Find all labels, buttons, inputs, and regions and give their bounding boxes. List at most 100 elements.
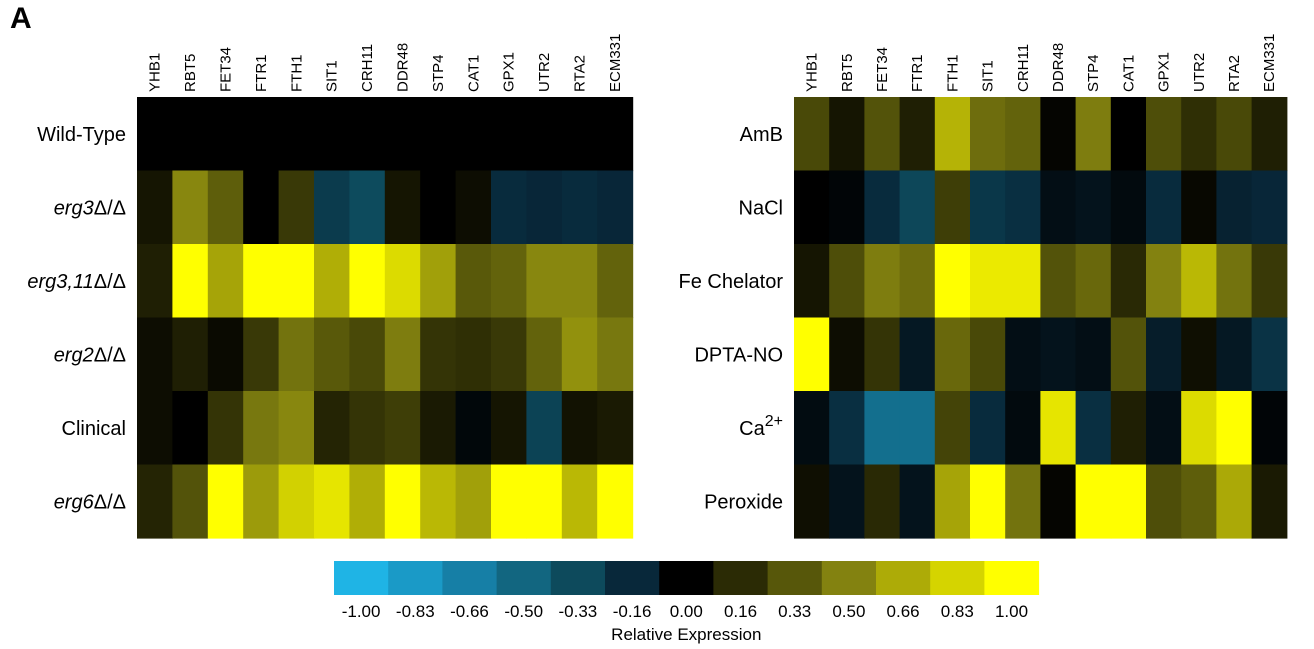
gene-label: DDR48 — [395, 43, 412, 92]
heatmap-cell — [526, 464, 563, 539]
gene-label: YHB1 — [804, 53, 821, 92]
colorbar-swatch — [605, 561, 660, 595]
row-label: DPTA-NO — [694, 344, 783, 366]
heatmap-cell — [455, 391, 492, 466]
heatmap-cell — [794, 317, 830, 392]
gene-label: GPX1 — [1156, 52, 1173, 92]
colorbar-swatch — [984, 561, 1040, 595]
heatmap-cell — [207, 317, 244, 392]
heatmap-cell — [899, 170, 936, 245]
heatmap-cell — [137, 317, 173, 392]
heatmap-cell — [172, 244, 209, 319]
heatmap-cell — [314, 170, 350, 245]
heatmap-cell — [1005, 244, 1041, 319]
heatmap-cell — [314, 244, 350, 319]
heatmap-cell — [243, 97, 280, 172]
colorbar-tick-label: 0.50 — [832, 602, 865, 621]
gene-label: FTH1 — [288, 55, 305, 93]
heatmap-cell — [1181, 464, 1217, 539]
gene-label: UTR2 — [536, 53, 553, 92]
heatmap-cell — [137, 464, 173, 539]
heatmap-cell — [172, 391, 209, 466]
heatmap-cell — [1146, 170, 1182, 245]
colorbar-swatch — [388, 561, 443, 595]
heatmap-cell — [349, 170, 386, 245]
heatmap-cell — [1005, 317, 1041, 392]
heatmap-cell — [899, 391, 936, 466]
heatmap-left: YHB1 RBT5 FET34 FTR1 FTH1 SIT1 CRH11 DDR48 STP4 C… — [27, 34, 634, 539]
heatmap-cell — [1110, 464, 1147, 539]
heatmap-cell — [829, 464, 865, 539]
heatmap-cell — [420, 170, 457, 245]
gene-label: SIT1 — [980, 60, 997, 92]
panel-label: A — [10, 2, 32, 35]
gene-label: STP4 — [430, 54, 447, 92]
heatmap-cell — [597, 97, 634, 172]
heatmap-cell — [1216, 244, 1253, 319]
heatmap-cell — [1216, 391, 1253, 466]
heatmap-cell — [934, 464, 971, 539]
row-label: erg6Δ/Δ — [54, 491, 126, 513]
gene-label: UTR2 — [1191, 53, 1208, 92]
heatmap-cell — [491, 244, 527, 319]
heatmap-cell — [172, 464, 209, 539]
heatmap-cell — [597, 244, 634, 319]
heatmap-cell — [1146, 97, 1182, 172]
row-label: erg2Δ/Δ — [54, 344, 126, 366]
heatmap-cell — [1251, 170, 1288, 245]
heatmap-cell — [207, 464, 244, 539]
heatmap-cell — [864, 170, 901, 245]
colorbar-swatch — [442, 561, 498, 595]
heatmap-cell — [970, 391, 1006, 466]
heatmap-cell — [899, 464, 936, 539]
row-label: erg3Δ/Δ — [54, 197, 126, 219]
heatmap-cell — [864, 391, 901, 466]
gene-label: CRH11 — [359, 44, 376, 92]
heatmap-cell — [829, 391, 865, 466]
row-label: erg3,11Δ/Δ — [27, 271, 126, 293]
heatmap-cell — [137, 244, 173, 319]
heatmap-cell — [526, 170, 563, 245]
heatmap-cell — [491, 464, 527, 539]
heatmap-cell — [278, 391, 315, 466]
colorbar-swatch — [550, 561, 606, 595]
heatmap-cell — [384, 170, 421, 245]
heatmap-cell — [1040, 391, 1077, 466]
heatmap-cell — [491, 391, 527, 466]
heatmap-cell — [314, 317, 350, 392]
heatmap-cell — [278, 244, 315, 319]
heatmap-cell — [207, 170, 244, 245]
colorbar-tick-label: -0.83 — [396, 602, 435, 621]
colorbar-swatch — [930, 561, 985, 595]
heatmap-cell — [794, 464, 830, 539]
colorbar-tick-label: -0.66 — [450, 602, 489, 621]
gene-label: FTR1 — [909, 55, 926, 93]
heatmap-cell — [1075, 97, 1112, 172]
colorbar-tick-label: -1.00 — [342, 602, 381, 621]
gene-label: ECM331 — [607, 34, 624, 92]
heatmap-cell — [1146, 391, 1182, 466]
heatmap-cell — [1075, 317, 1112, 392]
heatmap-cell — [349, 391, 386, 466]
heatmap-cell — [278, 317, 315, 392]
heatmap-cell — [934, 97, 971, 172]
heatmap-cell — [829, 317, 865, 392]
colorbar-swatch — [334, 561, 389, 595]
heatmap-cell — [420, 464, 457, 539]
gene-label: CRH11 — [1015, 44, 1032, 92]
heatmap-cell — [207, 391, 244, 466]
heatmap-cell — [934, 317, 971, 392]
colorbar-tick-label: 1.00 — [995, 602, 1028, 621]
heatmap-cell — [1146, 244, 1182, 319]
heatmap-cell — [526, 317, 563, 392]
heatmap-cell — [1075, 244, 1112, 319]
gene-label: SIT1 — [324, 60, 341, 92]
heatmap-cell — [1005, 97, 1041, 172]
heatmap-cell — [561, 170, 598, 245]
heatmap-cell — [314, 464, 350, 539]
row-label: Clinical — [62, 418, 126, 440]
heatmap-cell — [491, 170, 527, 245]
gene-label: DDR48 — [1050, 43, 1067, 92]
heatmap-cell — [1110, 170, 1147, 245]
heatmap-cell — [314, 391, 350, 466]
